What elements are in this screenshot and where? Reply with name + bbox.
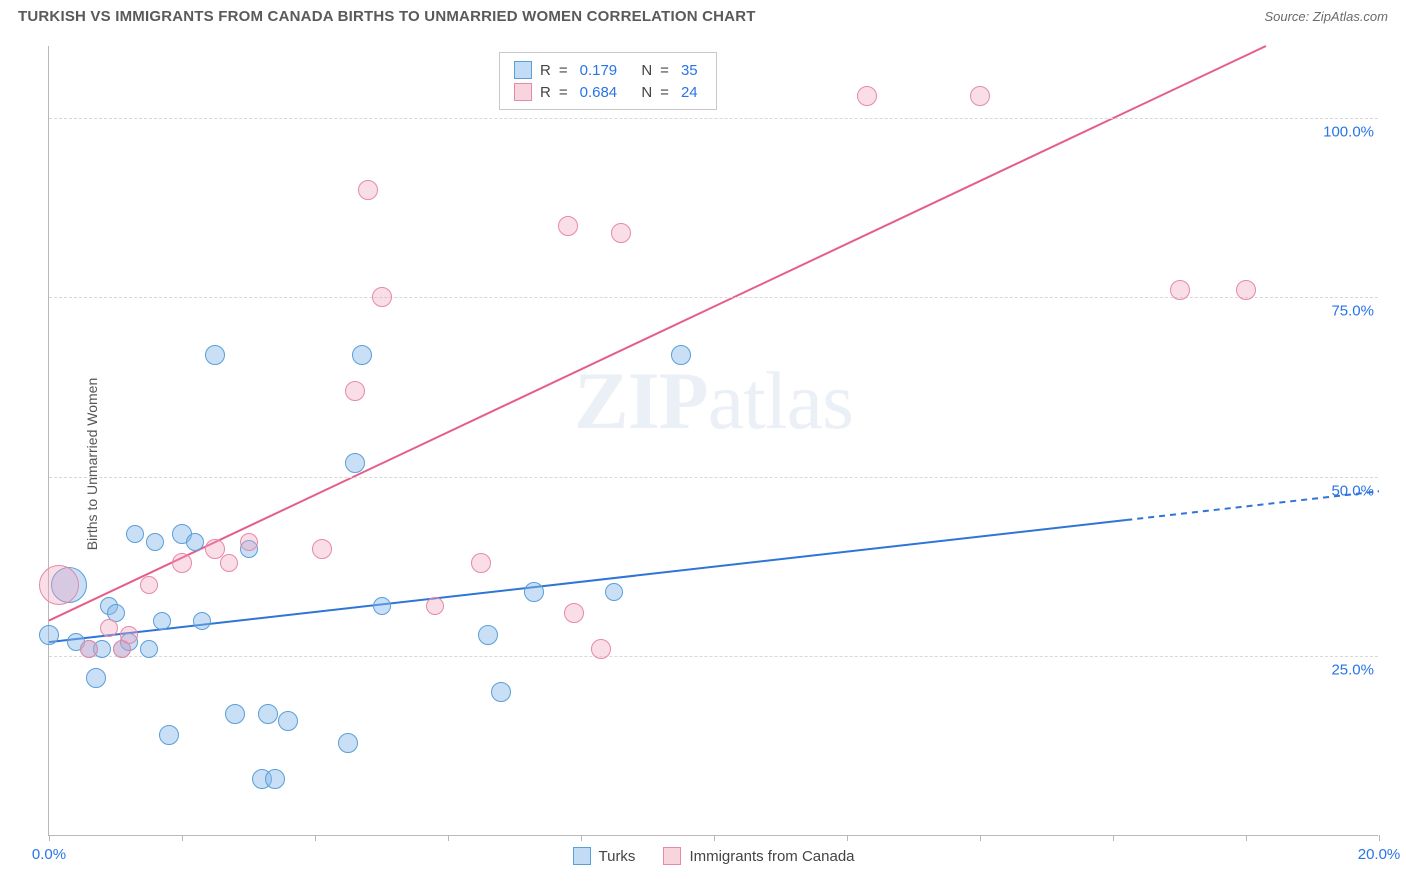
trend-line-turks bbox=[49, 520, 1126, 642]
data-point-turks bbox=[352, 345, 372, 365]
legend-label-canada: Immigrants from Canada bbox=[689, 848, 854, 865]
data-point-turks bbox=[186, 533, 204, 551]
data-point-canada bbox=[220, 554, 238, 572]
data-point-canada bbox=[240, 533, 258, 551]
legend-item-turks: Turks bbox=[572, 847, 635, 865]
n-label: N bbox=[641, 62, 652, 79]
data-point-turks bbox=[265, 769, 285, 789]
data-point-canada bbox=[857, 86, 877, 106]
y-tick-label: 50.0% bbox=[1331, 482, 1380, 499]
stats-row-turks: R = 0.179 N = 35 bbox=[514, 59, 702, 81]
data-point-turks bbox=[478, 625, 498, 645]
r-label: R bbox=[540, 84, 551, 101]
source-name: ZipAtlas.com bbox=[1313, 9, 1388, 24]
data-point-turks bbox=[524, 582, 544, 602]
data-point-canada bbox=[358, 180, 378, 200]
n-value-turks: 35 bbox=[681, 62, 698, 79]
r-value-canada: 0.684 bbox=[580, 84, 618, 101]
data-point-turks bbox=[193, 612, 211, 630]
y-tick-label: 25.0% bbox=[1331, 662, 1380, 679]
data-point-canada bbox=[39, 565, 79, 605]
trend-lines-layer bbox=[49, 46, 1379, 836]
x-tick bbox=[714, 835, 715, 841]
data-point-turks bbox=[126, 525, 144, 543]
data-point-turks bbox=[605, 583, 623, 601]
chart-container: Births to Unmarried Women ZIPatlas R = 0… bbox=[0, 36, 1406, 892]
swatch-turks-icon bbox=[514, 61, 532, 79]
legend-swatch-canada-icon bbox=[663, 847, 681, 865]
data-point-turks bbox=[258, 704, 278, 724]
trend-line-canada bbox=[49, 46, 1266, 621]
data-point-canada bbox=[591, 639, 611, 659]
data-point-turks bbox=[225, 704, 245, 724]
data-point-turks bbox=[491, 682, 511, 702]
x-tick bbox=[1379, 835, 1380, 841]
source-credit: Source: ZipAtlas.com bbox=[1264, 9, 1388, 24]
data-point-turks bbox=[373, 597, 391, 615]
data-point-turks bbox=[86, 668, 106, 688]
data-point-canada bbox=[80, 640, 98, 658]
x-tick-label: 20.0% bbox=[1358, 846, 1401, 863]
data-point-canada bbox=[1170, 280, 1190, 300]
data-point-turks bbox=[345, 453, 365, 473]
chart-title: TURKISH VS IMMIGRANTS FROM CANADA BIRTHS… bbox=[18, 8, 756, 25]
x-tick bbox=[1246, 835, 1247, 841]
x-tick bbox=[315, 835, 316, 841]
data-point-canada bbox=[471, 553, 491, 573]
title-bar: TURKISH VS IMMIGRANTS FROM CANADA BIRTHS… bbox=[0, 0, 1406, 29]
x-tick-label: 0.0% bbox=[32, 846, 66, 863]
x-tick bbox=[49, 835, 50, 841]
x-tick bbox=[980, 835, 981, 841]
swatch-canada-icon bbox=[514, 83, 532, 101]
r-label: R bbox=[540, 62, 551, 79]
data-point-canada bbox=[372, 287, 392, 307]
stats-box: R = 0.179 N = 35 R = 0.684 N = 24 bbox=[499, 52, 717, 110]
y-tick-label: 100.0% bbox=[1323, 123, 1380, 140]
data-point-turks bbox=[278, 711, 298, 731]
eq: = bbox=[559, 84, 568, 101]
data-point-canada bbox=[120, 626, 138, 644]
data-point-canada bbox=[100, 619, 118, 637]
data-point-turks bbox=[671, 345, 691, 365]
x-tick bbox=[847, 835, 848, 841]
eq: = bbox=[660, 62, 669, 79]
data-point-canada bbox=[312, 539, 332, 559]
r-value-turks: 0.179 bbox=[580, 62, 618, 79]
eq: = bbox=[559, 62, 568, 79]
data-point-canada bbox=[564, 603, 584, 623]
gridline-h bbox=[49, 656, 1378, 657]
n-label: N bbox=[641, 84, 652, 101]
data-point-canada bbox=[970, 86, 990, 106]
plot-area: ZIPatlas R = 0.179 N = 35 R = 0.684 N bbox=[48, 46, 1378, 836]
n-value-canada: 24 bbox=[681, 84, 698, 101]
data-point-turks bbox=[338, 733, 358, 753]
legend: Turks Immigrants from Canada bbox=[572, 847, 854, 865]
legend-label-turks: Turks bbox=[598, 848, 635, 865]
data-point-turks bbox=[153, 612, 171, 630]
data-point-canada bbox=[345, 381, 365, 401]
gridline-h bbox=[49, 477, 1378, 478]
x-tick bbox=[581, 835, 582, 841]
data-point-canada bbox=[611, 223, 631, 243]
data-point-turks bbox=[146, 533, 164, 551]
data-point-turks bbox=[39, 625, 59, 645]
data-point-turks bbox=[140, 640, 158, 658]
x-tick bbox=[1113, 835, 1114, 841]
data-point-canada bbox=[1236, 280, 1256, 300]
data-point-turks bbox=[159, 725, 179, 745]
source-prefix: Source: bbox=[1264, 9, 1312, 24]
data-point-canada bbox=[558, 216, 578, 236]
x-tick bbox=[448, 835, 449, 841]
data-point-canada bbox=[140, 576, 158, 594]
data-point-turks bbox=[205, 345, 225, 365]
data-point-canada bbox=[426, 597, 444, 615]
data-point-canada bbox=[172, 553, 192, 573]
gridline-h bbox=[49, 118, 1378, 119]
eq: = bbox=[660, 84, 669, 101]
legend-swatch-turks-icon bbox=[572, 847, 590, 865]
stats-row-canada: R = 0.684 N = 24 bbox=[514, 81, 702, 103]
y-tick-label: 75.0% bbox=[1331, 303, 1380, 320]
x-tick bbox=[182, 835, 183, 841]
legend-item-canada: Immigrants from Canada bbox=[663, 847, 854, 865]
